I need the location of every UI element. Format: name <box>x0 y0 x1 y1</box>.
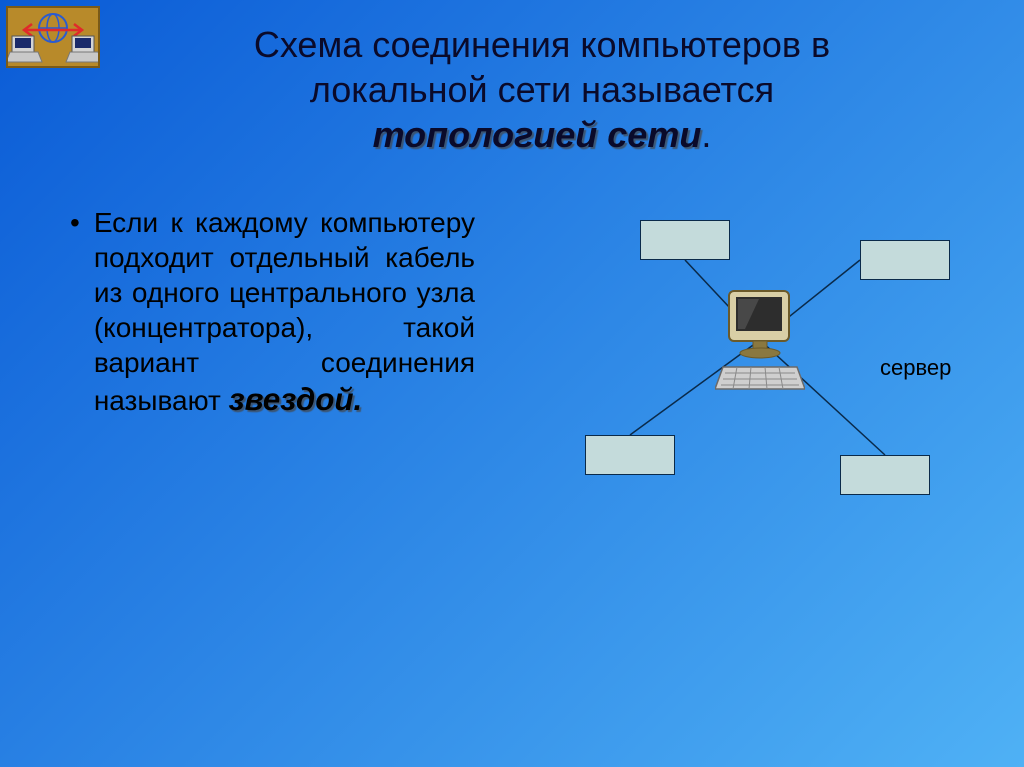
slide-title: Схема соединения компьютеров в локальной… <box>120 22 964 157</box>
star-topology-diagram: сервер <box>530 205 990 535</box>
title-emphasis: топологией сети <box>373 114 702 155</box>
topology-node <box>860 240 950 280</box>
bullet-text: Если к каждому компьютеру подходит отдел… <box>94 205 475 419</box>
title-line-1: Схема соединения компьютеров в <box>120 22 964 67</box>
bullet-glyph: • <box>70 205 80 419</box>
bullet-item: • Если к каждому компьютеру подходит отд… <box>70 205 475 419</box>
server-label: сервер <box>880 355 951 381</box>
network-computers-icon <box>6 6 100 68</box>
bullet-block: • Если к каждому компьютеру подходит отд… <box>70 205 475 419</box>
topology-node <box>640 220 730 260</box>
bullet-emphasis: звездой. <box>229 382 363 417</box>
network-icon-svg <box>8 8 98 66</box>
title-line-3: топологией сети. <box>120 112 964 157</box>
title-period: . <box>701 114 711 155</box>
title-line-2: локальной сети называется <box>120 67 964 112</box>
server-computer-icon <box>715 285 805 395</box>
topology-node <box>585 435 675 475</box>
topology-node <box>840 455 930 495</box>
